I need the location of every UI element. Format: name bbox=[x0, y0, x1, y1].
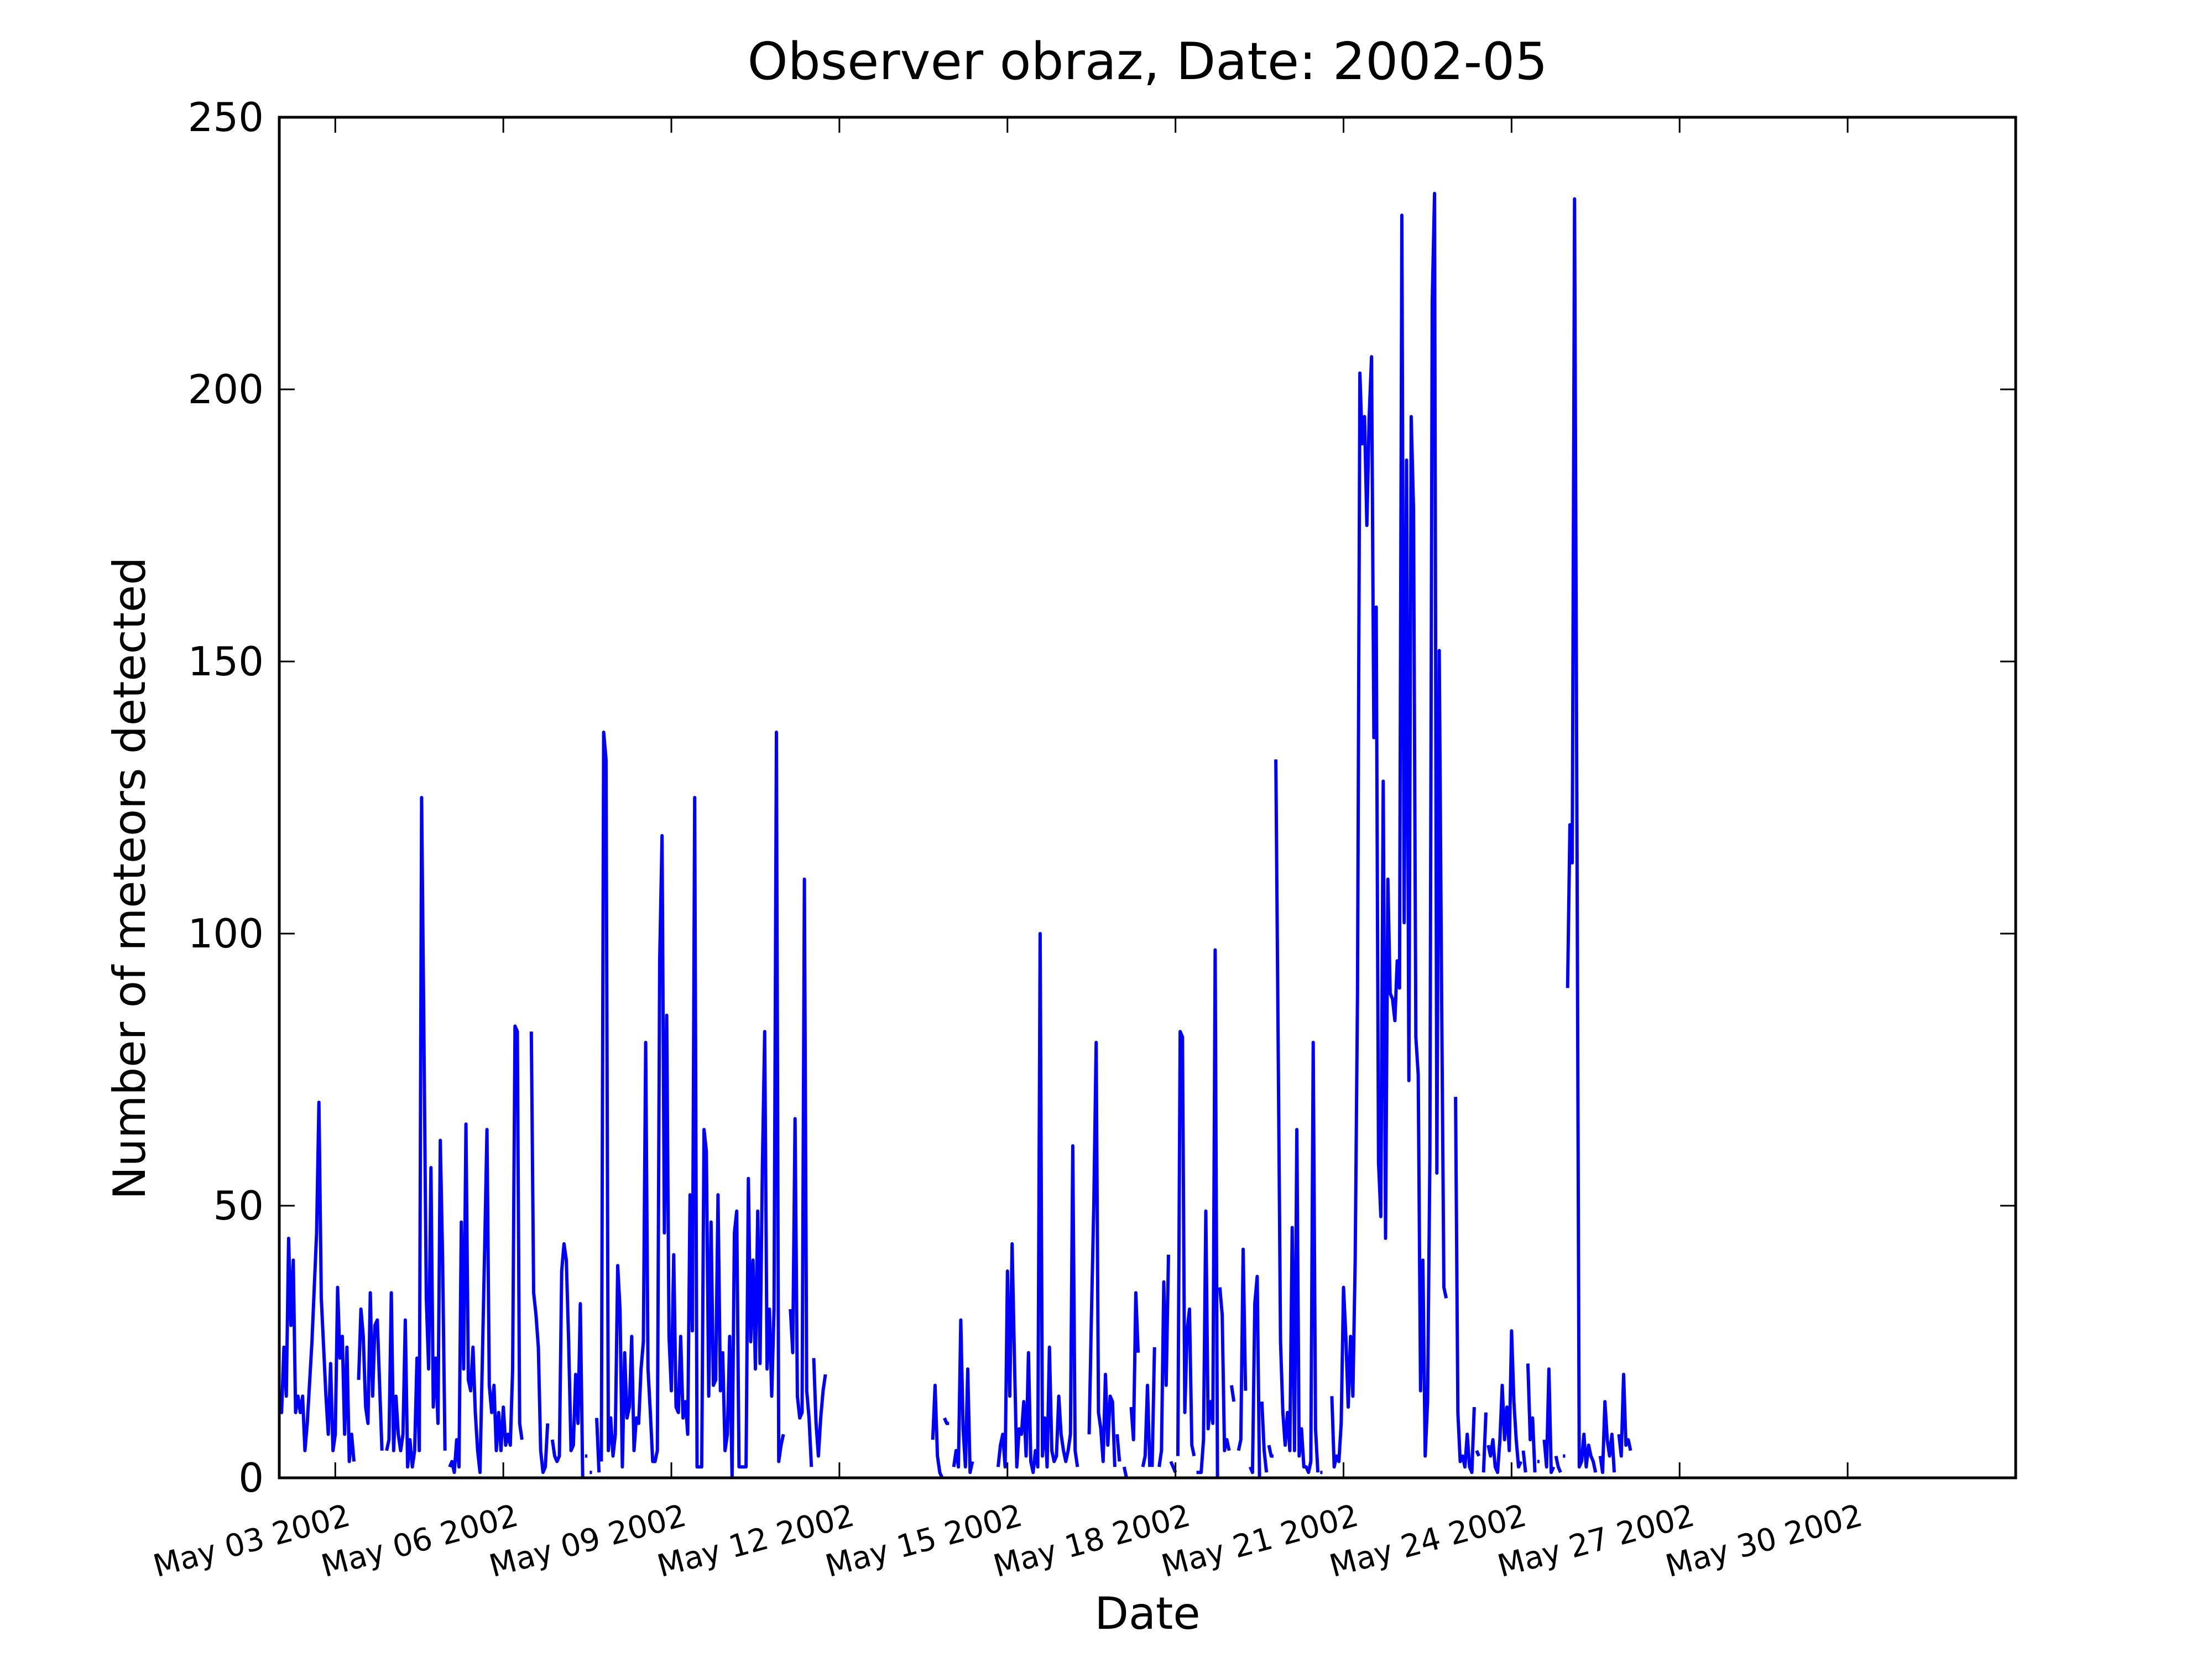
data-line-segment bbox=[1481, 1412, 1488, 1473]
data-line-segment bbox=[1141, 1383, 1152, 1467]
y-tick-label: 100 bbox=[188, 910, 264, 957]
data-line-segment bbox=[529, 1031, 550, 1475]
data-line-segment bbox=[1196, 948, 1219, 1478]
data-line-segment bbox=[1260, 1402, 1269, 1473]
data-line-segment bbox=[1542, 1367, 1556, 1475]
y-tick-label: 200 bbox=[188, 366, 264, 413]
data-line-segment bbox=[1248, 1274, 1261, 1478]
data-line-segment bbox=[1115, 1434, 1121, 1462]
data-line-segment bbox=[1454, 1097, 1476, 1475]
y-tick-label: 0 bbox=[238, 1455, 264, 1501]
data-line-segment bbox=[1486, 1329, 1523, 1475]
y-tick-label: 250 bbox=[188, 94, 264, 140]
data-line-segment bbox=[1229, 1385, 1236, 1402]
y-tick-label: 150 bbox=[188, 638, 264, 685]
data-line-segment bbox=[1521, 1450, 1527, 1473]
data-line-segment bbox=[1087, 1040, 1117, 1467]
data-line-segment bbox=[943, 1417, 950, 1425]
y-axis-label: Number of meteors detected bbox=[104, 557, 155, 1200]
data-line-segment bbox=[1176, 1030, 1196, 1457]
data-line-segment bbox=[1566, 197, 1598, 1473]
data-line-segment bbox=[1526, 1363, 1537, 1473]
data-line-segment bbox=[1157, 1254, 1170, 1467]
chart-title: Observer obraz, Date: 2002-05 bbox=[747, 32, 1547, 91]
data-line-segment bbox=[385, 796, 447, 1469]
data-line-segment bbox=[1129, 1291, 1140, 1442]
y-tick-label: 50 bbox=[213, 1182, 264, 1229]
data-line-segment bbox=[1237, 1247, 1248, 1451]
data-line-segment bbox=[1274, 759, 1320, 1475]
data-line-segment bbox=[1122, 1466, 1128, 1478]
data-line-segment bbox=[1267, 1445, 1274, 1458]
data-line-segment bbox=[789, 877, 813, 1467]
data-line-group bbox=[279, 191, 1632, 1478]
data-line-segment bbox=[1617, 1373, 1632, 1458]
data-line-segment bbox=[1150, 1347, 1156, 1467]
data-line-segment bbox=[279, 1101, 356, 1463]
data-line-segment bbox=[812, 1358, 827, 1458]
data-line-segment bbox=[1598, 1400, 1616, 1475]
data-line-segment bbox=[599, 730, 785, 1478]
data-line-segment bbox=[1330, 191, 1448, 1469]
data-line-segment bbox=[931, 1383, 944, 1478]
data-line-segment bbox=[357, 1291, 384, 1451]
data-line-segment bbox=[1554, 1455, 1562, 1473]
data-line-segment bbox=[1218, 1287, 1231, 1452]
data-line-segment bbox=[996, 932, 1079, 1475]
x-axis-label: Date bbox=[1094, 1588, 1200, 1639]
data-line-segment bbox=[448, 1024, 524, 1475]
axes-frame bbox=[278, 116, 2017, 1479]
data-line-segment bbox=[550, 1242, 585, 1478]
data-line-segment bbox=[1475, 1450, 1481, 1457]
data-line-segment bbox=[595, 1418, 601, 1473]
data-line-segment bbox=[952, 1318, 974, 1475]
